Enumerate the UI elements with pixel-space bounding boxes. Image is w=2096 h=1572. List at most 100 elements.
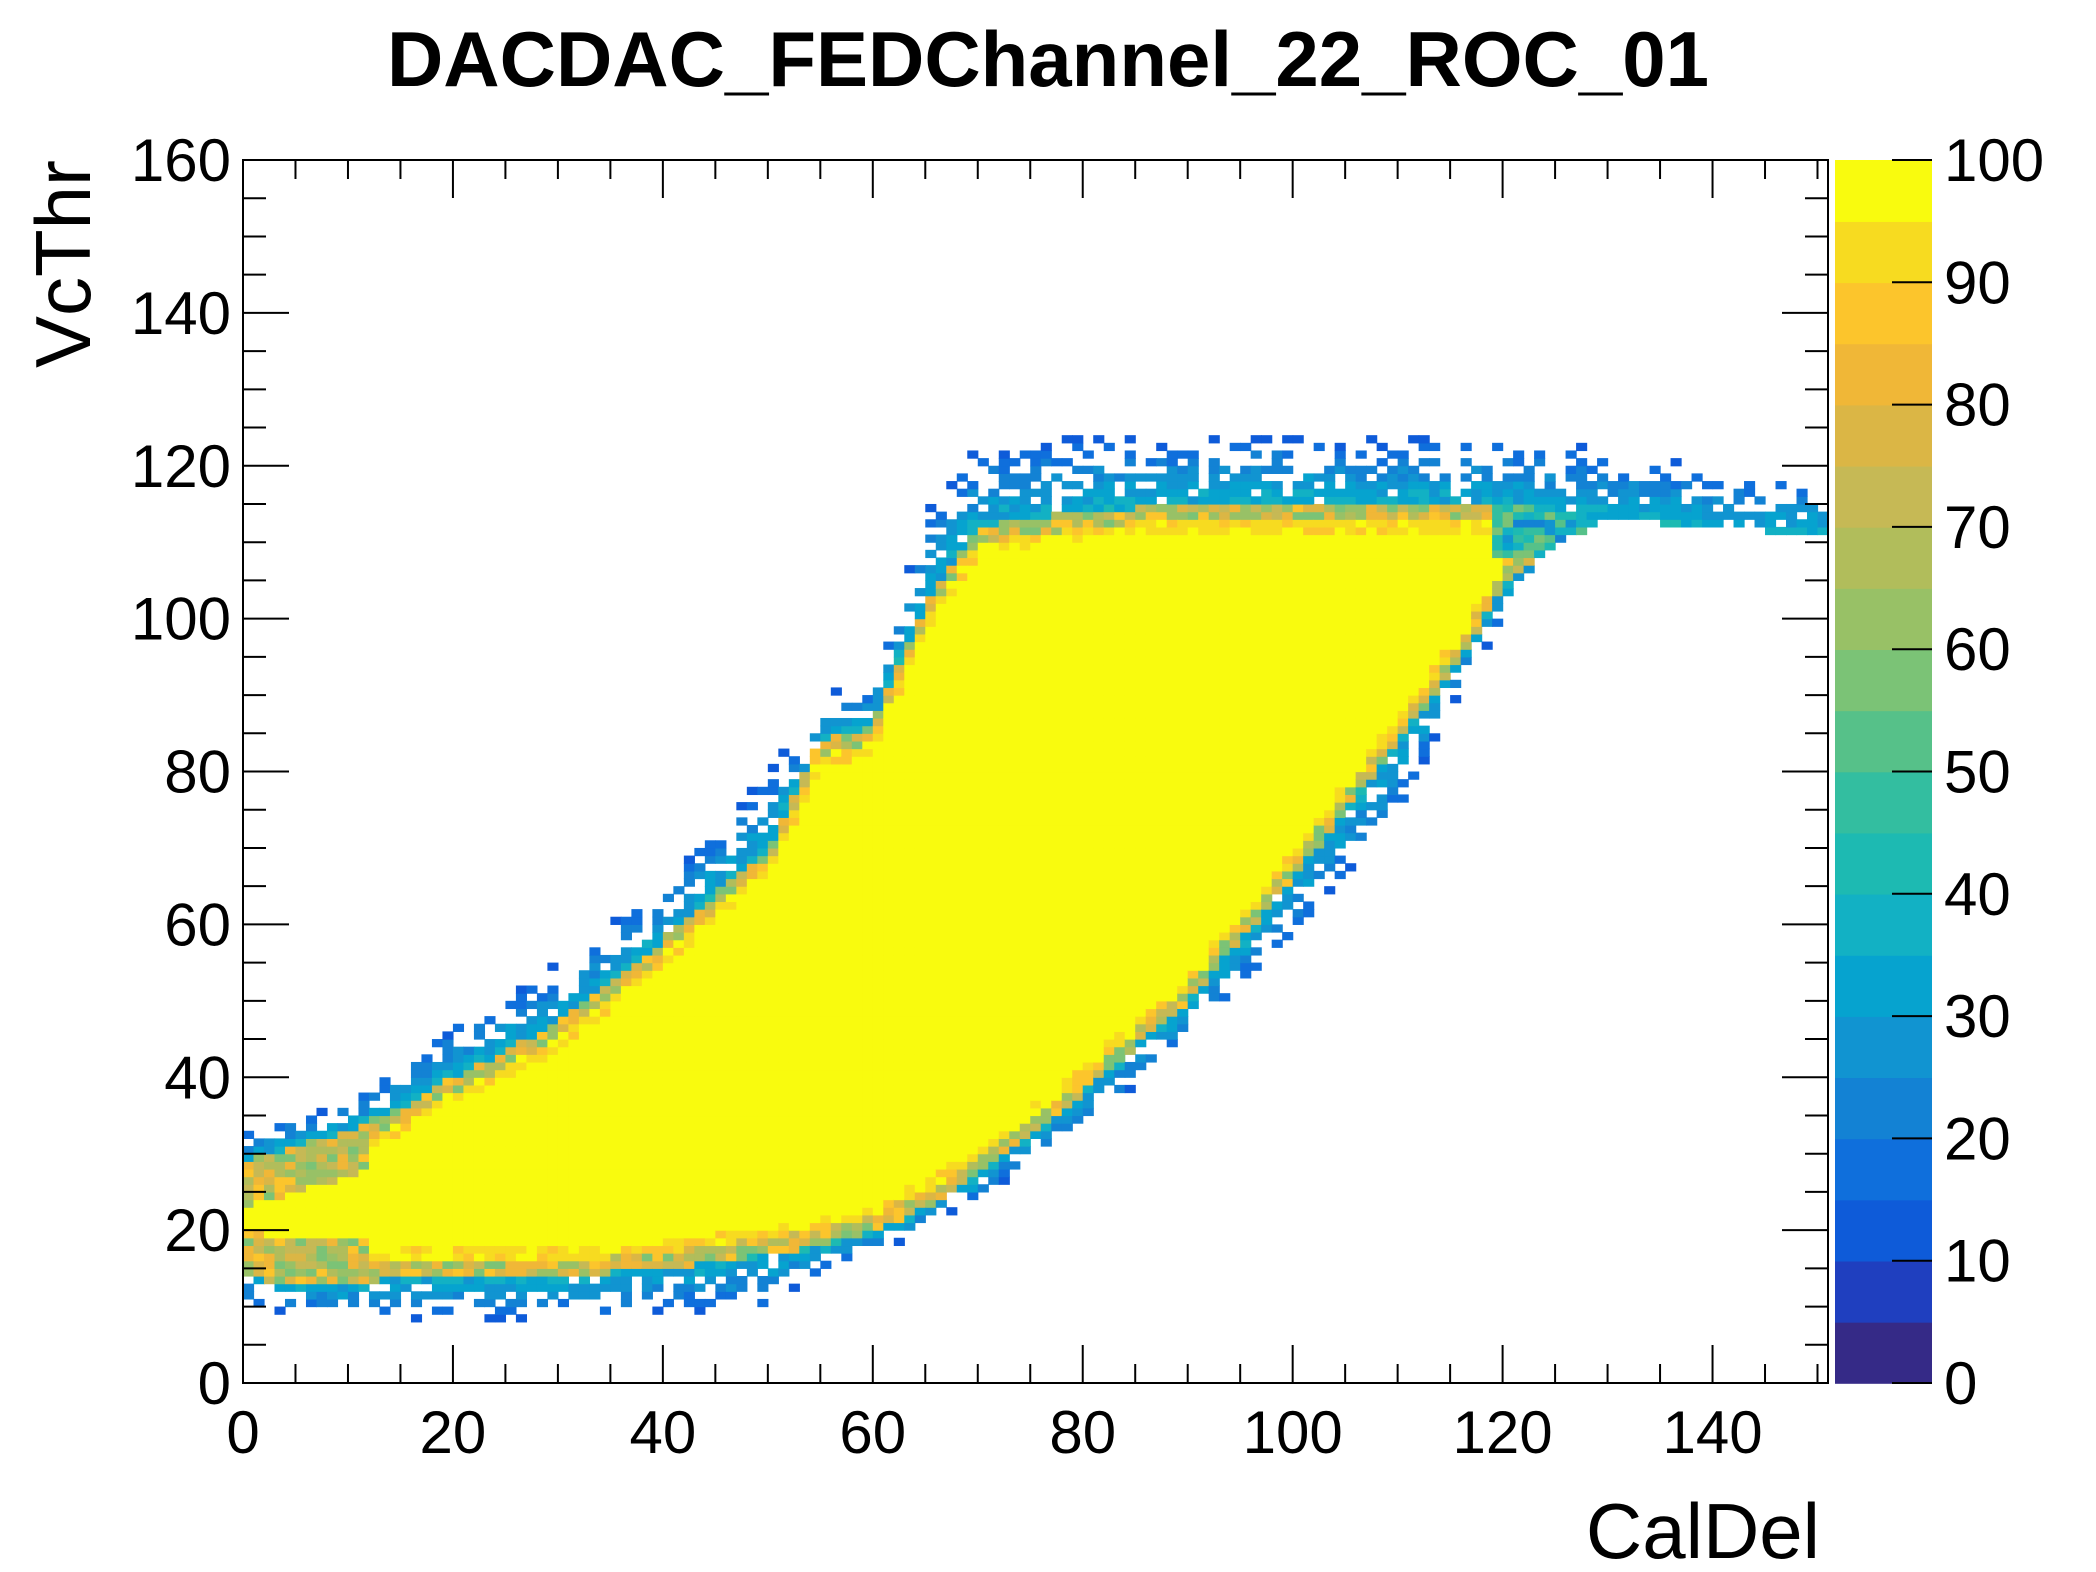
heatmap-cell xyxy=(1082,717,1094,727)
heatmap-cell xyxy=(1030,603,1042,612)
heatmap-cell xyxy=(862,825,874,834)
heatmap-cell xyxy=(652,947,664,956)
heatmap-cell xyxy=(988,557,1000,566)
heatmap-cell xyxy=(799,1000,811,1010)
heatmap-cell xyxy=(431,1291,444,1300)
heatmap-cell xyxy=(484,1222,496,1231)
heatmap-cell xyxy=(421,1214,433,1224)
heatmap-cell xyxy=(515,1291,528,1300)
heatmap-cell xyxy=(1030,588,1042,597)
heatmap-cell xyxy=(1051,1046,1063,1055)
heatmap-cell xyxy=(872,756,884,765)
heatmap-cell xyxy=(1082,1031,1094,1040)
heatmap-cell xyxy=(316,1138,328,1147)
heatmap-cell xyxy=(1082,1000,1094,1010)
heatmap-cell xyxy=(925,977,937,987)
heatmap-cell xyxy=(1040,886,1052,895)
heatmap-cell xyxy=(988,1107,1000,1117)
heatmap-cell xyxy=(820,1214,832,1224)
heatmap-cell xyxy=(788,779,800,788)
heatmap-cell xyxy=(988,542,1000,551)
heatmap-cell xyxy=(683,1237,695,1247)
heatmap-cell xyxy=(620,932,632,941)
heatmap-cell xyxy=(757,916,769,925)
heatmap-cell xyxy=(1040,519,1052,528)
heatmap-cell xyxy=(568,1054,580,1063)
heatmap-cell xyxy=(820,1046,832,1055)
heatmap-cell xyxy=(904,939,916,948)
heatmap-cell xyxy=(725,962,737,971)
heatmap-cell xyxy=(904,924,916,933)
heatmap-cell xyxy=(809,1214,821,1224)
heatmap-cell xyxy=(410,1123,423,1132)
heatmap-cell xyxy=(243,1161,255,1170)
heatmap-cell xyxy=(652,1253,664,1262)
heatmap-cell xyxy=(1009,1077,1021,1086)
heatmap-cell xyxy=(956,1084,968,1094)
heatmap-cell xyxy=(1051,748,1063,757)
heatmap-cell xyxy=(757,786,769,796)
heatmap-cell xyxy=(988,1000,1000,1010)
heatmap-cell xyxy=(484,1054,496,1063)
heatmap-cell xyxy=(295,1130,307,1139)
heatmap-cell xyxy=(862,1230,874,1239)
heatmap-cell xyxy=(620,1199,632,1208)
heatmap-cell xyxy=(977,1146,989,1155)
heatmap-cell xyxy=(652,939,664,948)
heatmap-cell xyxy=(578,1023,590,1032)
heatmap-cell xyxy=(1051,901,1063,910)
heatmap-cell xyxy=(1156,878,1168,887)
heatmap-cell xyxy=(473,1268,486,1277)
heatmap-cell xyxy=(935,511,947,520)
heatmap-cell xyxy=(946,1084,958,1094)
heatmap-cell xyxy=(473,1253,486,1262)
heatmap-cell xyxy=(463,1069,475,1078)
heatmap-cell xyxy=(494,1061,507,1071)
heatmap-cell xyxy=(421,1107,433,1117)
heatmap-cell xyxy=(1009,916,1021,925)
heatmap-cell xyxy=(1145,1031,1157,1040)
heatmap-cell xyxy=(977,1008,989,1017)
heatmap-cell xyxy=(883,802,895,811)
heatmap-cell xyxy=(788,947,800,956)
heatmap-cell xyxy=(820,763,832,773)
heatmap-cell xyxy=(935,817,947,826)
heatmap-cell xyxy=(704,1146,716,1155)
heatmap-cell xyxy=(851,1000,863,1010)
heatmap-cell xyxy=(862,832,874,841)
heatmap-cell xyxy=(1009,779,1021,788)
heatmap-cell xyxy=(316,1153,328,1162)
heatmap-cell xyxy=(1124,878,1136,887)
heatmap-cell xyxy=(253,1253,265,1262)
heatmap-cell xyxy=(998,1077,1010,1086)
heatmap-cell xyxy=(883,1191,895,1201)
heatmap-cell xyxy=(631,1115,643,1124)
heatmap-cell xyxy=(379,1161,391,1170)
heatmap-cell xyxy=(515,1115,528,1124)
heatmap-cell xyxy=(1103,993,1115,1002)
heatmap-cell xyxy=(1072,557,1084,566)
heatmap-cell xyxy=(977,802,989,811)
heatmap-cell xyxy=(400,1107,412,1117)
heatmap-cell xyxy=(494,1245,507,1254)
heatmap-cell xyxy=(1009,534,1021,543)
heatmap-cell xyxy=(998,580,1010,589)
heatmap-cell xyxy=(1093,526,1105,536)
heatmap-cell xyxy=(914,916,926,925)
heatmap-cell xyxy=(368,1191,381,1201)
heatmap-cell xyxy=(746,1191,758,1201)
heatmap-cell xyxy=(851,794,863,803)
heatmap-cell xyxy=(914,924,926,933)
heatmap-cell xyxy=(746,1069,758,1078)
heatmap-cell xyxy=(851,970,863,979)
heatmap-cell xyxy=(1051,870,1063,880)
heatmap-cell xyxy=(410,1298,423,1308)
heatmap-cell xyxy=(1030,763,1042,773)
heatmap-cell xyxy=(925,565,937,574)
heatmap-cell xyxy=(253,1268,265,1277)
heatmap-cell xyxy=(641,939,653,948)
heatmap-cell xyxy=(526,1130,538,1139)
heatmap-cell xyxy=(400,1230,412,1239)
heatmap-cell xyxy=(1072,1054,1084,1063)
heatmap-cell xyxy=(967,603,979,612)
